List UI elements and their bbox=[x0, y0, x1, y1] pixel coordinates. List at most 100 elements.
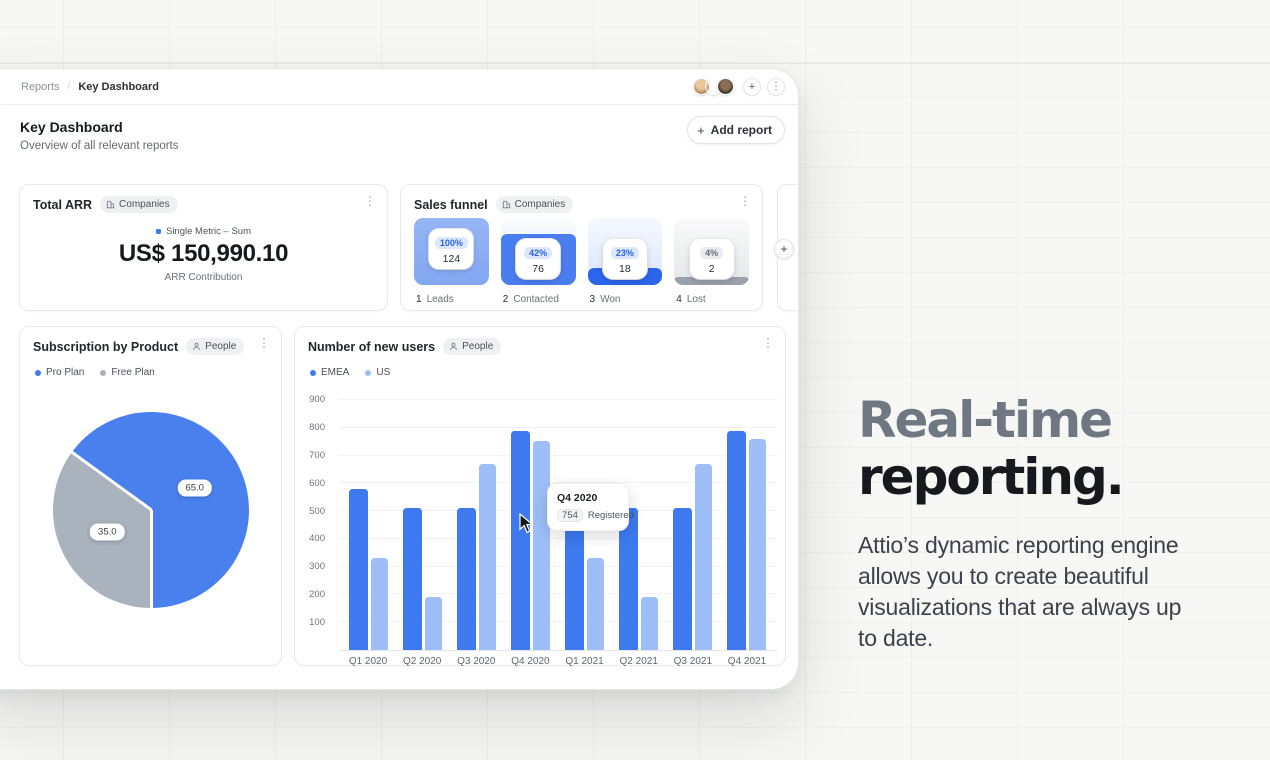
funnel-stage-label: 4 Lost bbox=[674, 294, 749, 305]
companies-icon bbox=[106, 200, 115, 209]
funnel-stage-name: Lost bbox=[686, 294, 706, 305]
add-report-button[interactable]: + Add report bbox=[687, 116, 785, 144]
tooltip-row: 754 Registered bbox=[557, 509, 634, 522]
funnel-percent-chip: 100% bbox=[434, 237, 468, 249]
bar-us[interactable] bbox=[532, 440, 550, 650]
legend-label: EMEA bbox=[321, 367, 350, 378]
badge-label: People bbox=[205, 341, 237, 352]
bar-us[interactable] bbox=[370, 558, 388, 650]
y-axis-labels: 900 800 700 600 500 400 300 200 100 bbox=[302, 394, 325, 651]
bar-legend: EMEA US bbox=[295, 355, 785, 378]
bar-pair bbox=[348, 400, 388, 650]
card-number-of-new-users: Number of new users People ⋮ EMEA US 900 8… bbox=[294, 326, 786, 667]
bar-pair bbox=[727, 400, 767, 650]
bar-group: Q3 2020 bbox=[456, 400, 496, 667]
topbar-menu-button[interactable]: ⋮ bbox=[767, 77, 785, 96]
card-header: Number of new users People ⋮ bbox=[295, 327, 785, 355]
bar-emea[interactable] bbox=[456, 508, 476, 650]
y-tick-label: 200 bbox=[309, 589, 325, 601]
page-title: Key Dashboard bbox=[20, 119, 123, 135]
hero-text: Real-time reporting. Attio’s dynamic rep… bbox=[858, 392, 1200, 654]
metric-label: Single Metric – Sum bbox=[165, 226, 251, 237]
add-report-label: Add report bbox=[710, 123, 772, 137]
bar-group: Q4 2020 bbox=[510, 400, 550, 667]
avatar[interactable] bbox=[717, 78, 734, 95]
funnel-stage-block: 4% 2 bbox=[674, 218, 749, 285]
gridline bbox=[339, 399, 777, 400]
y-tick-label: 300 bbox=[309, 561, 325, 573]
legend-dot-icon bbox=[100, 369, 107, 376]
x-tick-label: Q4 2021 bbox=[727, 656, 767, 667]
funnel-stage-block: 23% 18 bbox=[587, 218, 663, 285]
breadcrumb-key-dashboard[interactable]: Key Dashboard bbox=[78, 80, 160, 93]
card-menu-icon[interactable]: ⋮ bbox=[258, 336, 270, 350]
funnel-stage[interactable]: 4% 2 4 Lost bbox=[674, 218, 749, 305]
companies-badge: Companies bbox=[495, 196, 574, 213]
people-icon bbox=[450, 342, 458, 351]
pie[interactable]: 35.0 65.0 bbox=[53, 412, 249, 609]
people-badge: People bbox=[186, 338, 245, 355]
badge-label: People bbox=[462, 341, 494, 352]
bar-emea[interactable] bbox=[673, 508, 693, 650]
add-column-button[interactable]: + bbox=[774, 239, 794, 259]
bar-emea[interactable] bbox=[402, 508, 422, 650]
bar-emea[interactable] bbox=[565, 527, 585, 650]
metric-value: US$ 150,990.10 bbox=[118, 240, 289, 267]
y-tick-label: 600 bbox=[309, 477, 325, 489]
funnel-stage-name: Leads bbox=[426, 294, 454, 305]
card-menu-icon[interactable]: ⋮ bbox=[762, 336, 774, 350]
funnel-percent-chip: 4% bbox=[700, 247, 724, 259]
bar-us[interactable] bbox=[424, 597, 442, 650]
funnel-stage-pill: 100% 124 bbox=[429, 229, 474, 269]
funnel-stage[interactable]: 100% 124 1 Leads bbox=[414, 218, 489, 305]
badge-label: Companies bbox=[119, 199, 170, 210]
funnel-stage[interactable]: 42% 76 2 Contacted bbox=[500, 218, 576, 305]
card-menu-icon[interactable]: ⋮ bbox=[739, 194, 751, 208]
funnel-stage[interactable]: 23% 18 3 Won bbox=[587, 218, 663, 305]
bar-emea[interactable] bbox=[619, 508, 639, 650]
gridline bbox=[339, 621, 777, 623]
funnel-stage-number: 2 bbox=[502, 294, 509, 305]
invite-member-button[interactable]: + bbox=[743, 77, 761, 96]
card-header: Subscription by Product People ⋮ bbox=[20, 327, 281, 355]
breadcrumb-separator-icon: / bbox=[67, 81, 71, 92]
companies-badge: Companies bbox=[100, 196, 178, 213]
funnel-percent-chip: 42% bbox=[524, 247, 553, 259]
avatar-stack[interactable] bbox=[693, 78, 734, 95]
people-badge: People bbox=[443, 338, 502, 355]
x-tick-label: Q1 2021 bbox=[565, 656, 604, 667]
legend-dot-icon bbox=[365, 369, 372, 376]
funnel-stage-number: 4 bbox=[676, 294, 682, 305]
card-sales-funnel: Sales funnel Companies ⋮ 100% 124 1 Leads 42… bbox=[400, 184, 763, 311]
bar-emea[interactable] bbox=[727, 430, 747, 650]
funnel-stage-pill: 4% 2 bbox=[689, 239, 734, 279]
bar-us[interactable] bbox=[587, 558, 605, 650]
card-menu-icon[interactable]: ⋮ bbox=[364, 194, 376, 208]
gridline bbox=[339, 593, 777, 595]
card-total-arr: Total ARR Companies ⋮ Single Metric – Su… bbox=[19, 184, 388, 311]
legend-item: Pro Plan bbox=[35, 367, 84, 378]
funnel-stage-pill: 23% 18 bbox=[602, 239, 647, 279]
legend-item: Free Plan bbox=[100, 367, 155, 378]
bar-us[interactable] bbox=[478, 463, 496, 650]
tooltip-title: Q4 2020 bbox=[557, 492, 598, 504]
funnel-stage-block: 42% 76 bbox=[500, 218, 576, 285]
y-tick-label: 700 bbox=[309, 449, 325, 461]
legend-label: Free Plan bbox=[111, 367, 155, 378]
bar-emea[interactable] bbox=[348, 488, 368, 650]
bar-group: Q1 2021 bbox=[565, 400, 605, 667]
y-tick-label: 800 bbox=[309, 421, 325, 433]
mouse-cursor-icon bbox=[519, 513, 534, 534]
topbar-actions: + ⋮ bbox=[693, 77, 785, 96]
chart-tooltip: Q4 2020 754 Registered bbox=[547, 483, 634, 531]
x-tick-label: Q3 2020 bbox=[457, 656, 496, 667]
metric-body: Single Metric – Sum US$ 150,990.10 ARR C… bbox=[20, 226, 387, 283]
metric-tag: Single Metric – Sum bbox=[155, 226, 251, 237]
breadcrumb-reports[interactable]: Reports bbox=[21, 80, 60, 93]
bar-us[interactable] bbox=[749, 438, 767, 650]
bar-group: Q3 2021 bbox=[673, 400, 713, 667]
bar-emea[interactable] bbox=[510, 430, 530, 650]
bar-us[interactable] bbox=[641, 597, 659, 650]
pie-slice-divider bbox=[70, 450, 152, 512]
bar-us[interactable] bbox=[695, 463, 713, 650]
